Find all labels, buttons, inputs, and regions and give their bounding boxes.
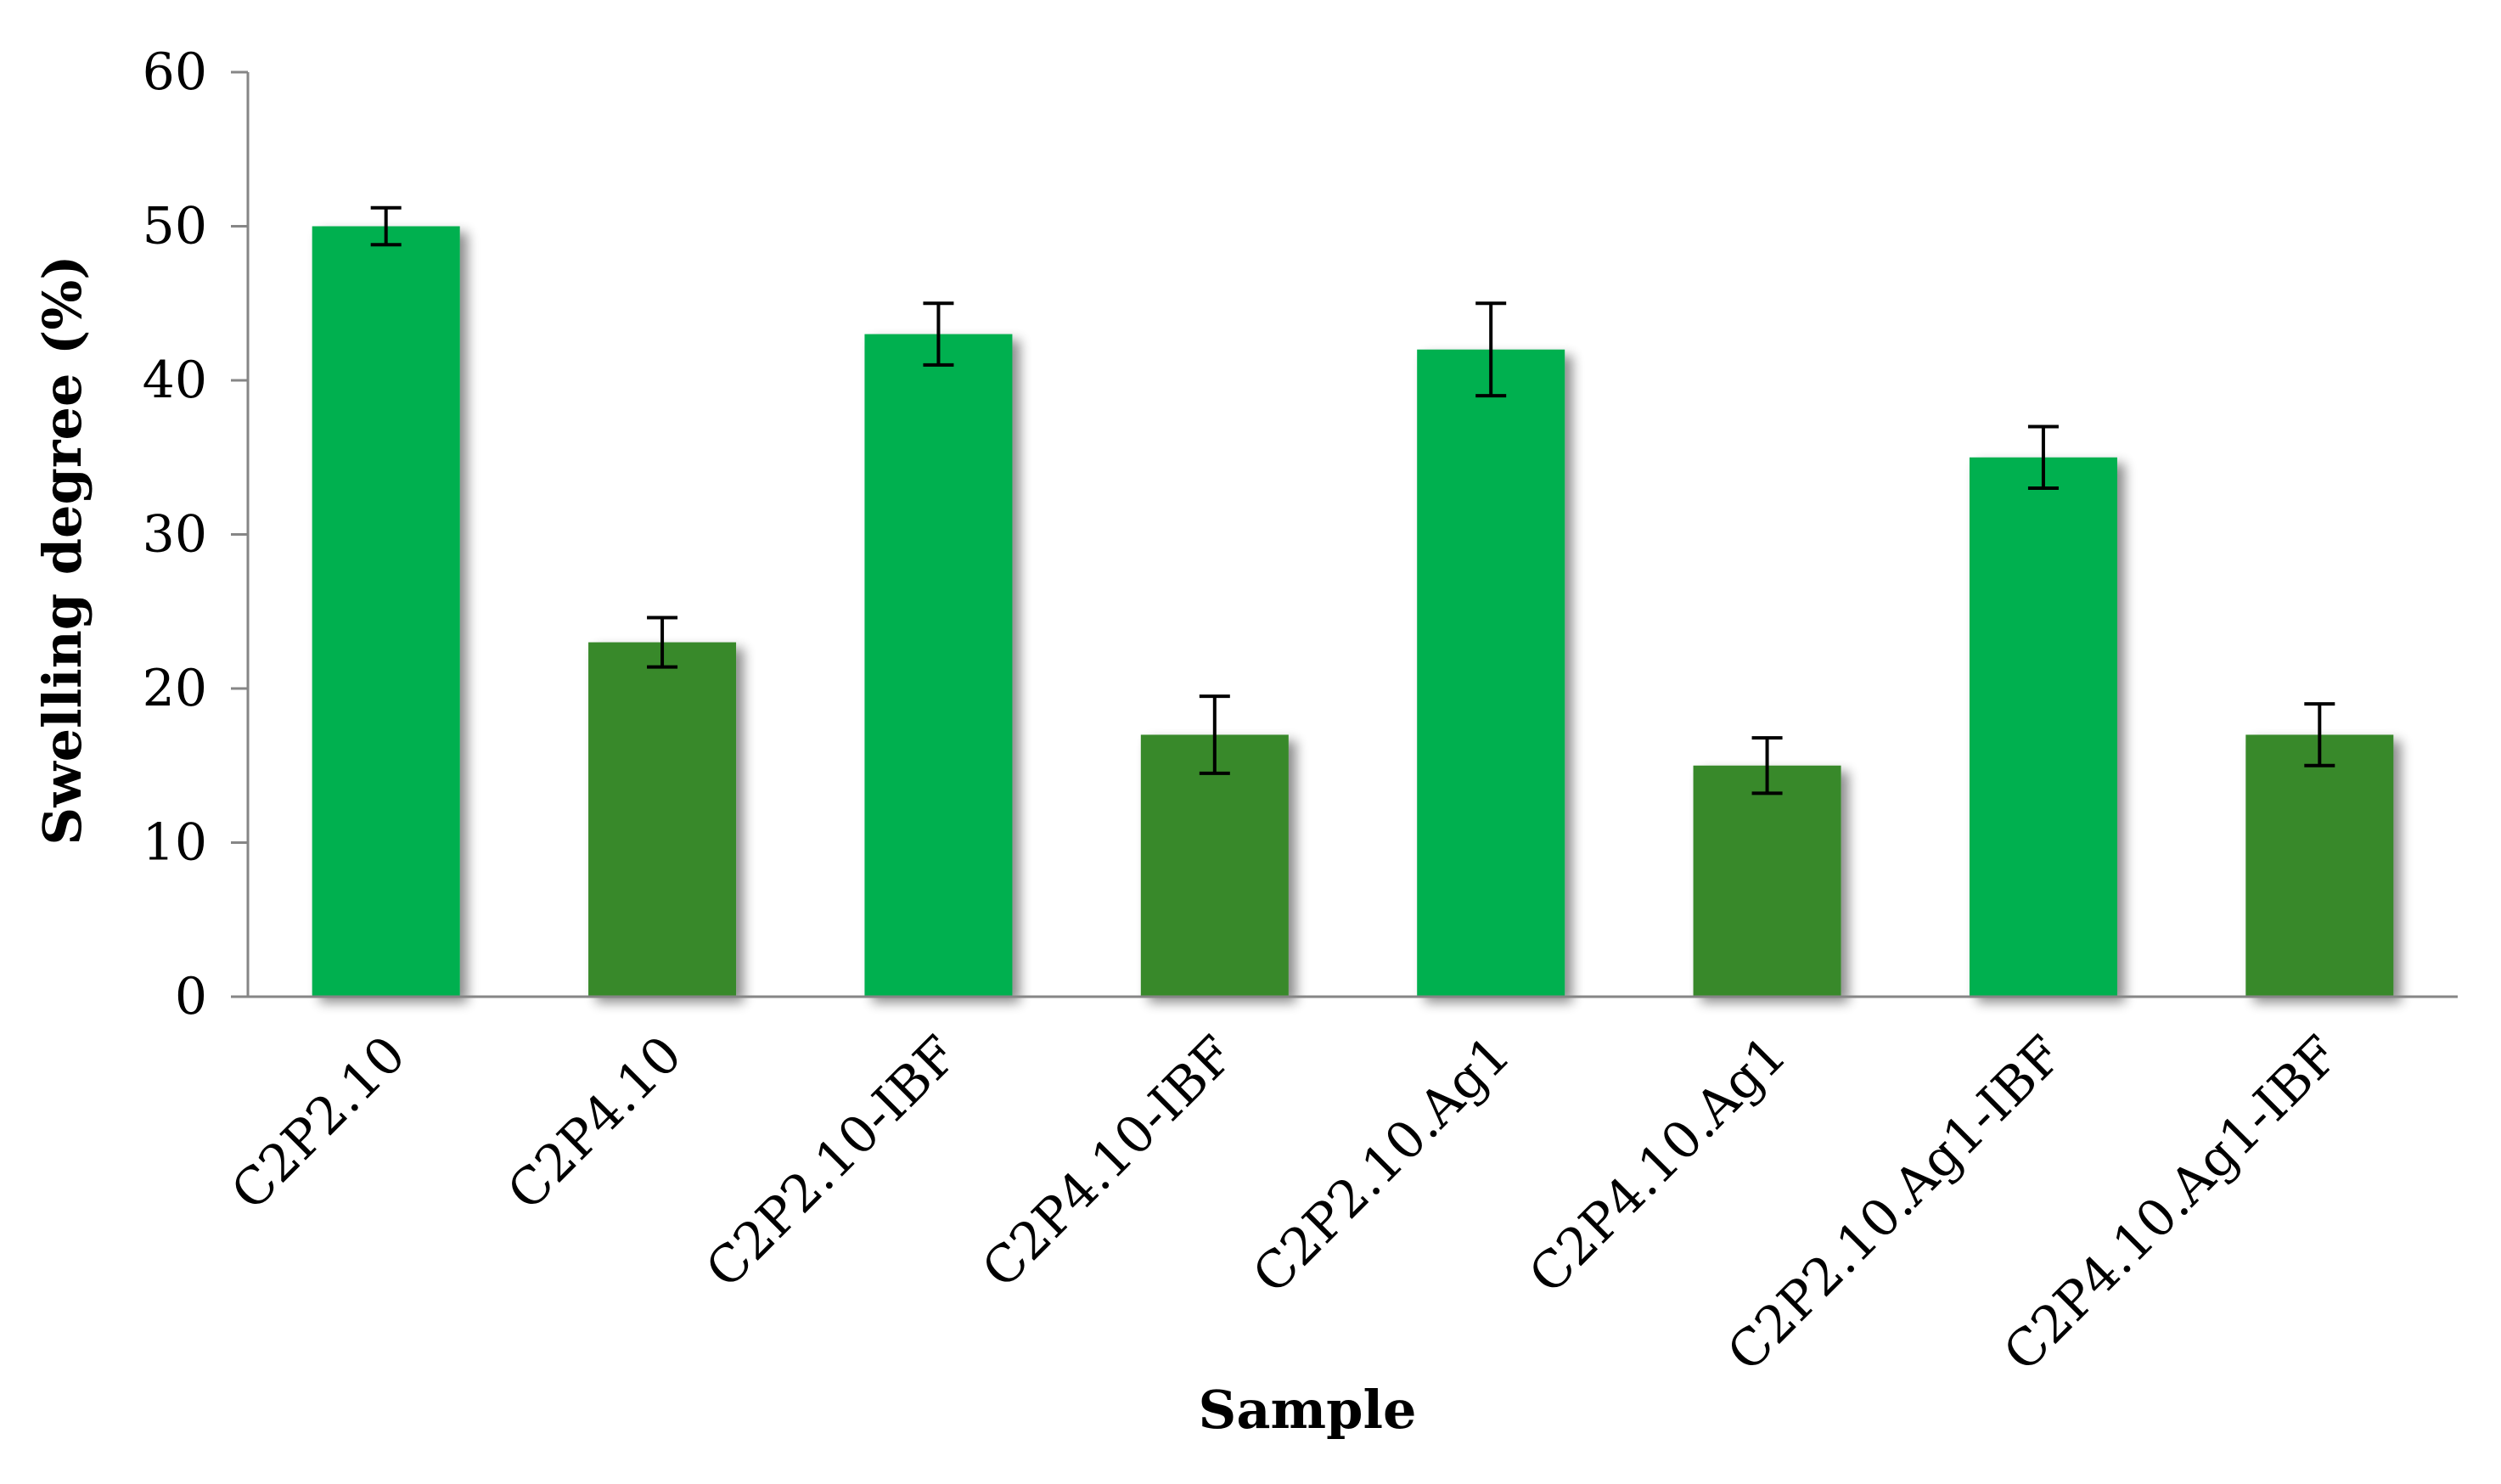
y-tick-label: 60	[143, 42, 207, 102]
y-axis-title: Swelling degree (%)	[31, 255, 93, 845]
y-tick-label: 30	[143, 505, 207, 565]
error-bar-C2P2.10-IBF	[923, 301, 954, 367]
x-tick-label: C2P4.10	[497, 1025, 694, 1222]
x-axis-title: Sample	[1199, 1379, 1417, 1441]
y-tick-label: 0	[175, 967, 207, 1026]
y-axis-ticks: 0 10 20 30 40 50 60	[143, 42, 248, 1026]
error-bar-C2P2.10	[370, 205, 402, 247]
y-tick-label: 40	[143, 351, 207, 410]
x-tick-label: C2P4.10.Ag1	[1518, 1025, 1798, 1305]
x-tick-label: C2P2.10	[220, 1025, 417, 1222]
bar-C2P2.10	[312, 226, 460, 997]
error-bar-C2P4.10.Ag1	[1751, 736, 1783, 795]
error-bar-C2P4.10-IBF	[1199, 694, 1230, 775]
y-tick-label: 20	[143, 659, 207, 718]
bar-C2P4.10.Ag1	[1693, 765, 1841, 997]
bar-C2P2.10.Ag1-IBF	[1969, 457, 2117, 997]
x-tick-label: C2P2.10-IBF	[694, 1025, 969, 1300]
error-bar-C2P2.10.Ag1	[1475, 301, 1507, 398]
bar-C2P4.10-IBF	[1140, 734, 1289, 997]
x-tick-label: C2P2.10.Ag1	[1242, 1025, 1522, 1305]
bar-C2P4.10	[588, 642, 737, 997]
error-bar-C2P4.10	[647, 616, 678, 669]
bar-C2P2.10-IBF	[864, 334, 1013, 997]
error-bar-C2P2.10.Ag1-IBF	[2027, 424, 2059, 491]
error-bar-C2P4.10.Ag1-IBF	[2304, 702, 2335, 767]
bar-C2P2.10.Ag1	[1417, 349, 1565, 997]
error-bars	[370, 205, 2335, 795]
y-tick-label: 50	[143, 197, 207, 256]
y-tick-label: 10	[143, 813, 207, 873]
bar-C2P4.10.Ag1-IBF	[2245, 734, 2394, 997]
x-axis-category-labels: C2P2.10 C2P4.10 C2P2.10-IBF C2P4.10-IBFC2P2…	[220, 1025, 2351, 1383]
x-tick-label: C2P4.10-IBF	[971, 1025, 1246, 1300]
bars	[312, 226, 2394, 997]
